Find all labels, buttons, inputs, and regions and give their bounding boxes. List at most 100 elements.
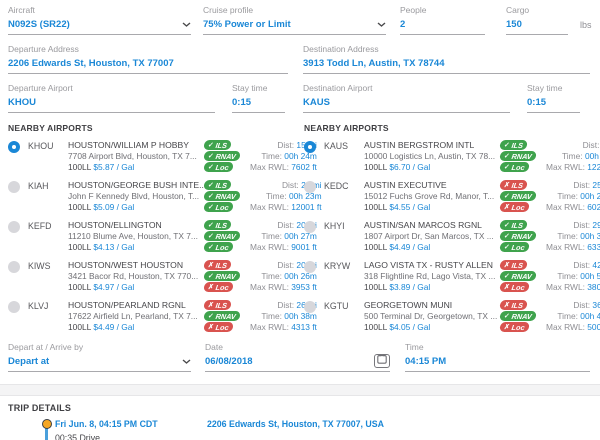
airport-row[interactable]: KIWS HOUSTON/WEST HOUSTON 3421 Bacor Rd,… [8, 260, 317, 293]
destination-stay-input[interactable]: 0:15 [527, 97, 580, 113]
date-input[interactable]: 06/08/2018 [205, 353, 390, 372]
loc-badge: ✗ Loc [499, 322, 530, 332]
destination-address-input[interactable]: 3913 Todd Ln, Austin, TX 78744 [303, 58, 590, 74]
fuel-type: 100LL [364, 162, 387, 172]
nearby-airports-heading: NEARBY AIRPORTS [304, 123, 389, 133]
depart-mode-label: Depart at / Arrive by [8, 342, 84, 352]
fuel-price: $4.05 / Gal [389, 322, 431, 332]
airport-address: 500 Terminal Dr, Georgetown, TX ... [364, 311, 498, 321]
badge-label: ILS [511, 300, 524, 310]
airport-row[interactable]: KLVJ HOUSTON/PEARLAND RGNL 17622 Airfiel… [8, 300, 317, 333]
airport-radio[interactable] [304, 221, 316, 233]
dist-label: Dist: [573, 220, 591, 230]
badge-label: ILS [215, 220, 228, 230]
time-value: 00h 27m [580, 191, 600, 201]
cargo-unit: lbs [580, 20, 592, 30]
badge-label: RNAV [215, 191, 237, 201]
departure-stay-label: Stay time [232, 83, 268, 93]
approach-badges: ✗ ILS ✓ RNAV ✗ Loc [203, 260, 250, 293]
loc-badge: ✗ Loc [203, 282, 234, 292]
depart-mode-select[interactable]: Depart at [8, 356, 191, 372]
approach-badges: ✗ ILS ✓ RNAV ✗ Loc [499, 180, 546, 213]
airport-name: HOUSTON/WILLIAM P HOBBY [68, 140, 189, 150]
max-rwl-label: Max RWL: [250, 322, 289, 332]
airport-row[interactable]: KGTU GEORGETOWN MUNI 500 Terminal Dr, Ge… [304, 300, 600, 333]
airport-row[interactable]: KHOU HOUSTON/WILLIAM P HOBBY 7708 Airpor… [8, 140, 317, 173]
calendar-button[interactable] [374, 353, 390, 368]
people-field: People 2 [400, 5, 485, 35]
check-x-icon: ✓ [207, 193, 215, 200]
badge-label: ILS [215, 180, 228, 190]
badge-label: RNAV [511, 191, 533, 201]
departure-address-input[interactable]: 2206 Edwards St, Houston, TX 77007 [8, 58, 288, 74]
rnav-badge: ✓ RNAV [203, 271, 241, 281]
destination-airport-input[interactable]: KAUS [303, 97, 510, 113]
departure-airport-input[interactable]: KHOU [8, 97, 215, 113]
airport-row[interactable]: KAUS AUSTIN BERGSTROM INTL 10000 Logisti… [304, 140, 600, 173]
rnav-badge: ✓ RNAV [203, 231, 241, 241]
trip-start-marker-icon [41, 419, 52, 429]
airport-radio[interactable] [304, 261, 316, 273]
fuel-type: 100LL [364, 202, 387, 212]
check-x-icon: ✓ [503, 222, 511, 229]
aircraft-field: Aircraft N092S (SR22) [8, 5, 191, 35]
time-label: Time: [261, 271, 282, 281]
airport-radio[interactable] [304, 141, 316, 153]
airport-row[interactable]: KRYW LAGO VISTA TX - RUSTY ALLEN 318 Fli… [304, 260, 600, 293]
badge-label: ILS [511, 220, 524, 230]
airport-row[interactable]: KHYI AUSTIN/SAN MARCOS RGNL 1807 Airport… [304, 220, 600, 253]
time-input[interactable]: 04:15 PM [405, 356, 590, 372]
check-x-icon: ✗ [207, 302, 215, 309]
time-field: Time 04:15 PM [405, 342, 590, 372]
airport-row[interactable]: KEFD HOUSTON/ELLINGTON 11210 Blume Ave, … [8, 220, 317, 253]
badge-label: Loc [215, 242, 230, 252]
nearby-destination-section: NEARBY AIRPORTS KAUS AUSTIN BERGSTROM IN… [304, 113, 600, 340]
check-x-icon: ✗ [207, 284, 215, 291]
airport-row-fields: Departure Airport KHOU Stay time 0:15 De… [8, 83, 592, 113]
check-x-icon: ✓ [503, 164, 511, 171]
airport-radio[interactable] [304, 181, 316, 193]
loc-badge: ✗ Loc [499, 202, 530, 212]
nearby-airports-heading: NEARBY AIRPORTS [8, 123, 93, 133]
badge-label: Loc [215, 282, 230, 292]
airport-radio[interactable] [8, 261, 20, 273]
badge-label: RNAV [215, 231, 237, 241]
airport-info: HOUSTON/WEST HOUSTON 3421 Bacor Rd, Hous… [68, 260, 204, 293]
check-x-icon: ✓ [207, 222, 215, 229]
airport-radio[interactable] [8, 221, 20, 233]
check-x-icon: ✓ [503, 233, 511, 240]
dist-value: 42 mi [592, 260, 600, 270]
airport-radio[interactable] [8, 301, 20, 313]
destination-address-field: Destination Address 3913 Todd Ln, Austin… [303, 44, 590, 74]
cruise-profile-select[interactable]: 75% Power or Limit [203, 19, 386, 35]
check-x-icon: ✗ [503, 182, 511, 189]
fuel-type: 100LL [364, 242, 387, 252]
airport-radio[interactable] [304, 301, 316, 313]
nearby-departure-list: KHOU HOUSTON/WILLIAM P HOBBY 7708 Airpor… [8, 140, 322, 333]
aircraft-select[interactable]: N092S (SR22) [8, 19, 191, 35]
airport-code: KHOU [28, 141, 54, 151]
departure-address-label: Departure Address [8, 44, 79, 54]
airport-code: KIAH [28, 181, 49, 191]
time-label: Time: [557, 311, 578, 321]
trip-stop1-place[interactable]: 2206 Edwards St, Houston, TX 77007, USA [207, 419, 384, 429]
airport-name: AUSTIN BERGSTROM INTL [364, 140, 475, 150]
cargo-input[interactable]: 150 [506, 19, 568, 35]
check-x-icon: ✓ [503, 244, 511, 251]
fuel-price: $4.49 / Gal [389, 242, 431, 252]
ils-badge: ✓ ILS [203, 220, 232, 230]
airport-stats: Dist: 25 mi Time: 00h 27m Max RWL: 6025 … [546, 180, 600, 213]
people-input[interactable]: 2 [400, 19, 485, 35]
departure-stay-input[interactable]: 0:15 [232, 97, 285, 113]
airport-radio[interactable] [8, 141, 20, 153]
max-rwl-label: Max RWL: [546, 242, 585, 252]
airport-fuel: 100LL $5.87 / Gal [68, 162, 204, 173]
approach-badges: ✓ ILS ✓ RNAV ✓ Loc [499, 140, 546, 173]
check-x-icon: ✓ [503, 273, 511, 280]
airport-radio[interactable] [8, 181, 20, 193]
airport-row[interactable]: KIAH HOUSTON/GEORGE BUSH INTE... John F … [8, 180, 322, 213]
airport-row[interactable]: KEDC AUSTIN EXECUTIVE 15012 Fuchs Grove … [304, 180, 600, 213]
time-value: 00h 24m [284, 151, 317, 161]
destination-stay-field: Stay time 0:15 [527, 83, 580, 113]
dist-value: 29 mi [592, 220, 600, 230]
